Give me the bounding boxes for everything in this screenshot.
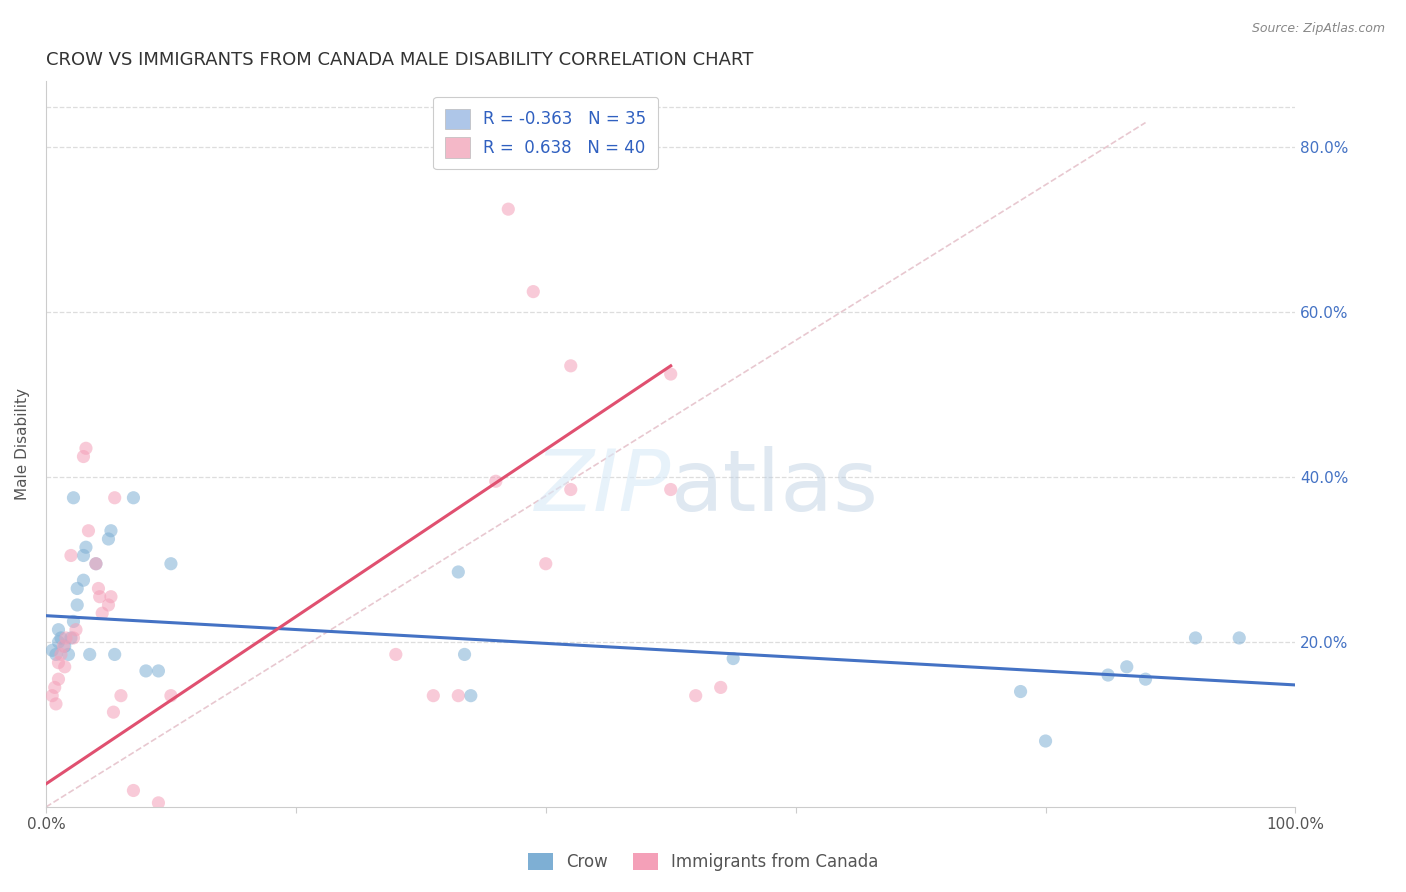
Point [1035, 734, 1057, 748]
Point [91, 606, 114, 620]
Y-axis label: Male Disability: Male Disability [15, 388, 30, 500]
Point [122, 491, 145, 505]
Point [87, 582, 110, 596]
Point [52, 639, 75, 653]
Point [659, 367, 682, 381]
Point [447, 689, 470, 703]
Point [160, 689, 183, 703]
Point [97, 532, 120, 546]
Point [485, 475, 508, 489]
Point [1227, 631, 1250, 645]
Point [97, 598, 120, 612]
Point [659, 483, 682, 497]
Point [453, 648, 475, 662]
Point [44, 681, 66, 695]
Point [84, 557, 107, 571]
Point [55, 631, 77, 645]
Point [72, 573, 94, 587]
Point [422, 689, 444, 703]
Point [59, 549, 82, 563]
Point [72, 549, 94, 563]
Point [53, 639, 76, 653]
Point [49, 648, 72, 662]
Point [41, 689, 63, 703]
Point [534, 557, 557, 571]
Point [48, 623, 70, 637]
Point [498, 202, 520, 216]
Point [104, 648, 127, 662]
Point [560, 359, 582, 373]
Text: Source: ZipAtlas.com: Source: ZipAtlas.com [1251, 22, 1385, 36]
Point [122, 783, 145, 797]
Point [160, 557, 183, 571]
Point [710, 681, 733, 695]
Legend: Crow, Immigrants from Canada: Crow, Immigrants from Canada [519, 845, 887, 880]
Point [72, 450, 94, 464]
Point [460, 689, 482, 703]
Point [49, 631, 72, 645]
Point [89, 590, 111, 604]
Point [522, 285, 544, 299]
Point [104, 491, 127, 505]
Point [62, 615, 84, 629]
Point [79, 648, 101, 662]
Point [447, 565, 470, 579]
Point [59, 631, 82, 645]
Point [58, 648, 80, 662]
Point [135, 664, 157, 678]
Point [1184, 631, 1206, 645]
Point [148, 796, 170, 810]
Point [1010, 684, 1032, 698]
Text: CROW VS IMMIGRANTS FROM CANADA MALE DISABILITY CORRELATION CHART: CROW VS IMMIGRANTS FROM CANADA MALE DISA… [46, 51, 754, 69]
Point [53, 660, 76, 674]
Point [148, 664, 170, 678]
Point [48, 672, 70, 686]
Point [110, 689, 132, 703]
Point [65, 623, 87, 637]
Point [75, 540, 97, 554]
Point [75, 442, 97, 456]
Point [45, 697, 67, 711]
Point [77, 524, 100, 538]
Text: atlas: atlas [671, 446, 879, 529]
Point [100, 590, 122, 604]
Point [100, 524, 122, 538]
Point [1115, 660, 1137, 674]
Point [66, 582, 89, 596]
Text: ZIP: ZIP [534, 446, 671, 529]
Legend: R = -0.363   N = 35, R =  0.638   N = 40: R = -0.363 N = 35, R = 0.638 N = 40 [433, 97, 658, 169]
Point [45, 648, 67, 662]
Point [62, 491, 84, 505]
Point [103, 705, 125, 719]
Point [685, 689, 707, 703]
Point [41, 643, 63, 657]
Point [48, 635, 70, 649]
Point [62, 631, 84, 645]
Point [560, 483, 582, 497]
Point [1097, 668, 1119, 682]
Point [48, 656, 70, 670]
Point [1135, 672, 1157, 686]
Point [385, 648, 408, 662]
Point [721, 651, 744, 665]
Point [66, 598, 89, 612]
Point [84, 557, 107, 571]
